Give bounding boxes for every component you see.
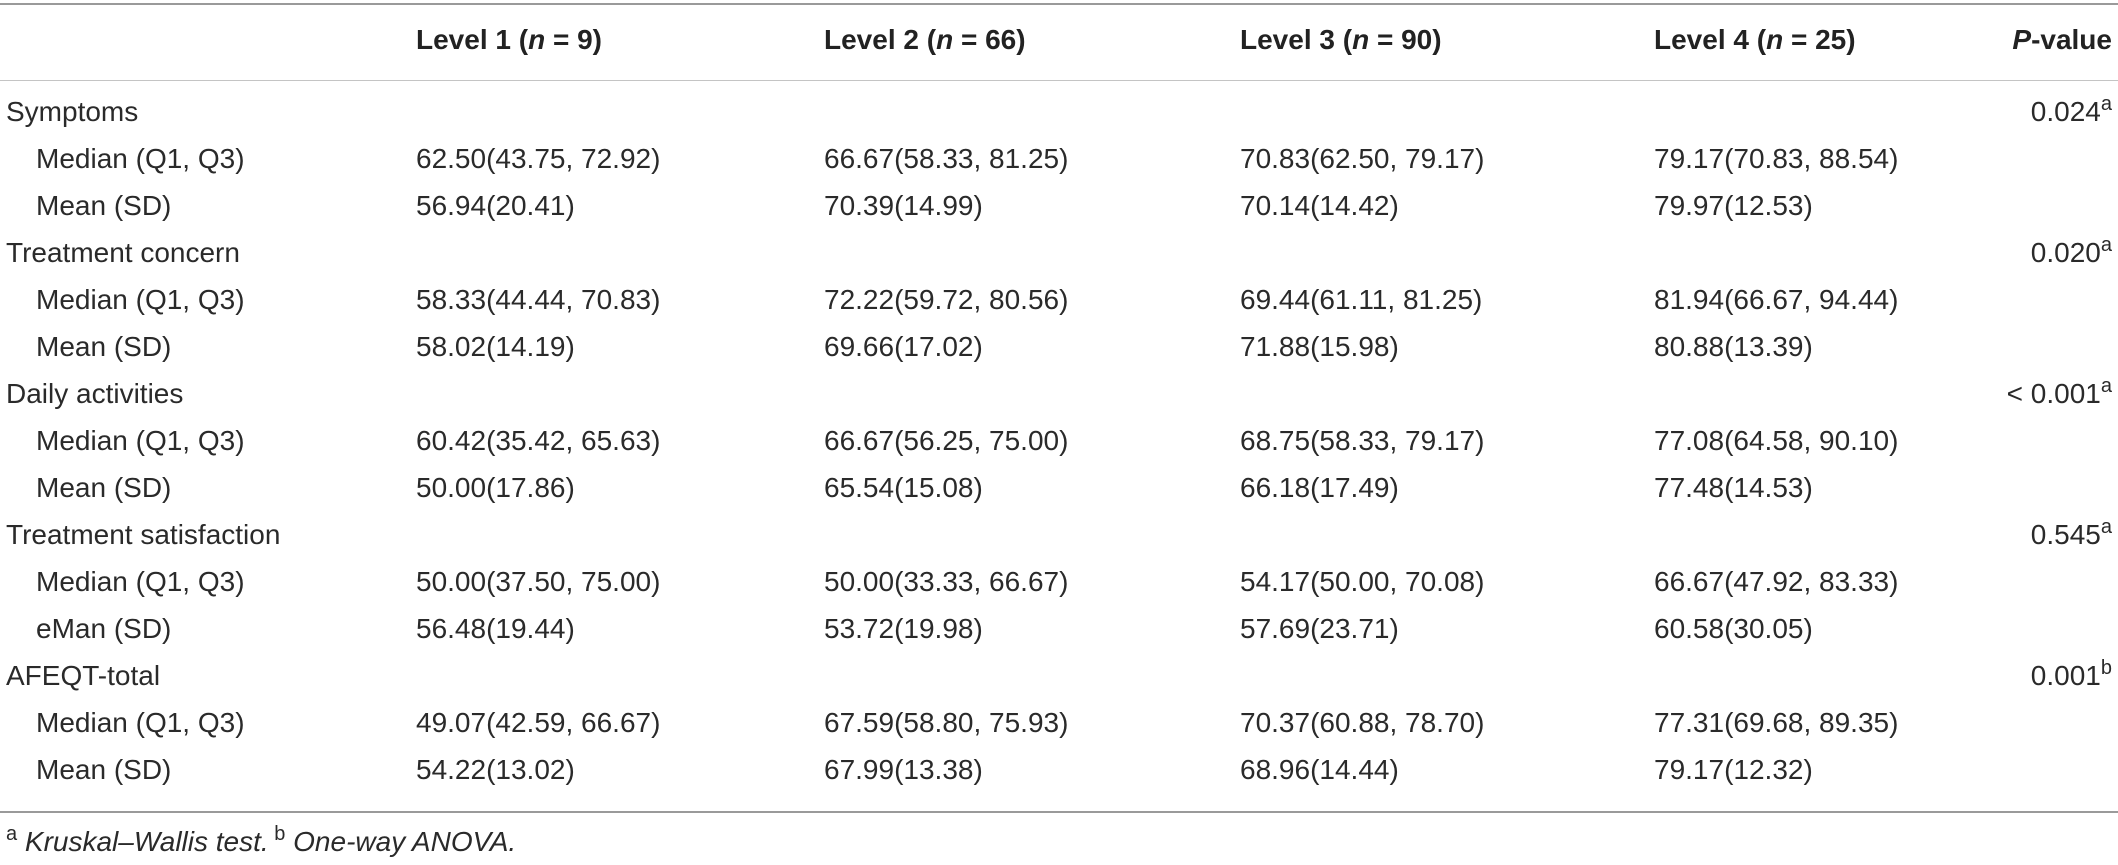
p-value-cell: < 0.001a	[2007, 376, 2112, 412]
p-value-text: 0.545	[2030, 519, 2101, 550]
table-cell-level-4: 77.48(14.53)	[1654, 472, 1813, 503]
p-value-cell: 0.024a	[2031, 94, 2112, 130]
footnote-a-text: Kruskal–Wallis test.	[17, 826, 269, 857]
header-level-3: Level 3 (n = 90)	[1240, 24, 1442, 55]
header-level-1: Level 1 (n = 9)	[416, 24, 602, 55]
table-cell-level-4: 80.88(13.39)	[1654, 331, 1813, 362]
row-label: eMan (SD)	[36, 613, 172, 644]
table-cell-level-4: 79.97(12.53)	[1654, 190, 1813, 221]
group-label: Treatment concern	[6, 237, 240, 268]
footnote-b-text: One-way ANOVA.	[285, 826, 517, 857]
group-label: Symptoms	[6, 96, 139, 127]
group-label: Treatment satisfaction	[6, 519, 281, 550]
table-cell-level-3: 69.44(61.11, 81.25)	[1240, 284, 1483, 315]
p-value-cell: 0.545a	[2031, 517, 2112, 553]
header-p-value: P-value	[2012, 24, 2112, 55]
row-label: Median (Q1, Q3)	[36, 425, 245, 456]
group-label: Daily activities	[6, 378, 184, 409]
p-value-text: 0.001	[2030, 660, 2101, 691]
table-cell-level-2: 67.99(13.38)	[824, 754, 983, 785]
table-cell-level-3: 68.75(58.33, 79.17)	[1240, 425, 1485, 456]
table-cell-level-2: 69.66(17.02)	[824, 331, 983, 362]
table-cell-level-3: 68.96(14.44)	[1240, 754, 1399, 785]
table-cell-level-1: 54.22(13.02)	[416, 754, 575, 785]
table-cell-level-1: 58.02(14.19)	[416, 331, 575, 362]
table-cell-level-4: 66.67(47.92, 83.33)	[1654, 566, 1899, 597]
table-cell-level-2: 65.54(15.08)	[824, 472, 983, 503]
table-cell-level-3: 57.69(23.71)	[1240, 613, 1399, 644]
table-bottom-rule	[0, 811, 2118, 813]
header-level-4: Level 4 (n = 25)	[1654, 24, 1856, 55]
table-cell-level-4: 77.31(69.68, 89.35)	[1654, 707, 1899, 738]
row-label: Median (Q1, Q3)	[36, 566, 245, 597]
header-level-2: Level 2 (n = 66)	[824, 24, 1026, 55]
table-cell-level-2: 50.00(33.33, 66.67)	[824, 566, 1069, 597]
footnote-mark-a: a	[6, 823, 18, 845]
row-label: Median (Q1, Q3)	[36, 284, 245, 315]
table-cell-level-4: 79.17(70.83, 88.54)	[1654, 143, 1899, 174]
table-cell-level-2: 66.67(56.25, 75.00)	[824, 425, 1069, 456]
table-cell-level-1: 58.33(44.44, 70.83)	[416, 284, 661, 315]
table-cell-level-3: 70.83(62.50, 79.17)	[1240, 143, 1485, 174]
p-value-text: 0.020	[2030, 237, 2101, 268]
p-value-footnote-mark: b	[2100, 657, 2112, 679]
footnote-mark-b: b	[268, 823, 286, 845]
table-cell-level-2: 72.22(59.72, 80.56)	[824, 284, 1069, 315]
table-cell-level-1: 62.50(43.75, 72.92)	[416, 143, 661, 174]
row-label: Mean (SD)	[36, 331, 172, 362]
table-cell-level-1: 49.07(42.59, 66.67)	[416, 707, 661, 738]
p-value-text: 0.024	[2030, 96, 2101, 127]
table-cell-level-2: 70.39(14.99)	[824, 190, 983, 221]
table-cell-level-3: 71.88(15.98)	[1240, 331, 1399, 362]
p-value-footnote-mark: a	[2100, 516, 2112, 538]
table-cell-level-1: 50.00(37.50, 75.00)	[416, 566, 661, 597]
table-cell-level-2: 66.67(58.33, 81.25)	[824, 143, 1069, 174]
table-footnote: a Kruskal–Wallis test. b One-way ANOVA.	[6, 824, 516, 860]
p-value-footnote-mark: a	[2100, 93, 2112, 115]
p-value-text: < 0.001	[2006, 378, 2101, 409]
table-cell-level-1: 60.42(35.42, 65.63)	[416, 425, 661, 456]
row-label: Median (Q1, Q3)	[36, 143, 245, 174]
row-label: Mean (SD)	[36, 190, 172, 221]
row-label: Median (Q1, Q3)	[36, 707, 245, 738]
table-cell-level-4: 77.08(64.58, 90.10)	[1654, 425, 1899, 456]
table-cell-level-2: 53.72(19.98)	[824, 613, 983, 644]
row-label: Mean (SD)	[36, 754, 172, 785]
table-cell-level-2: 67.59(58.80, 75.93)	[824, 707, 1069, 738]
p-value-cell: 0.020a	[2031, 235, 2112, 271]
header-rule	[0, 80, 2118, 81]
p-value-footnote-mark: a	[2100, 234, 2112, 256]
row-label: Mean (SD)	[36, 472, 172, 503]
table-cell-level-4: 79.17(12.32)	[1654, 754, 1813, 785]
table-cell-level-1: 50.00(17.86)	[416, 472, 575, 503]
table-cell-level-1: 56.48(19.44)	[416, 613, 575, 644]
table-cell-level-4: 81.94(66.67, 94.44)	[1654, 284, 1899, 315]
table-cell-level-4: 60.58(30.05)	[1654, 613, 1813, 644]
table-cell-level-3: 54.17(50.00, 70.08)	[1240, 566, 1485, 597]
p-value-cell: 0.001b	[2031, 658, 2112, 694]
table-cell-level-3: 66.18(17.49)	[1240, 472, 1399, 503]
p-value-footnote-mark: a	[2100, 375, 2112, 397]
table-cell-level-3: 70.14(14.42)	[1240, 190, 1399, 221]
group-label: AFEQT-total	[6, 660, 161, 691]
table-top-rule	[0, 3, 2118, 5]
table-cell-level-1: 56.94(20.41)	[416, 190, 575, 221]
table-cell-level-3: 70.37(60.88, 78.70)	[1240, 707, 1485, 738]
